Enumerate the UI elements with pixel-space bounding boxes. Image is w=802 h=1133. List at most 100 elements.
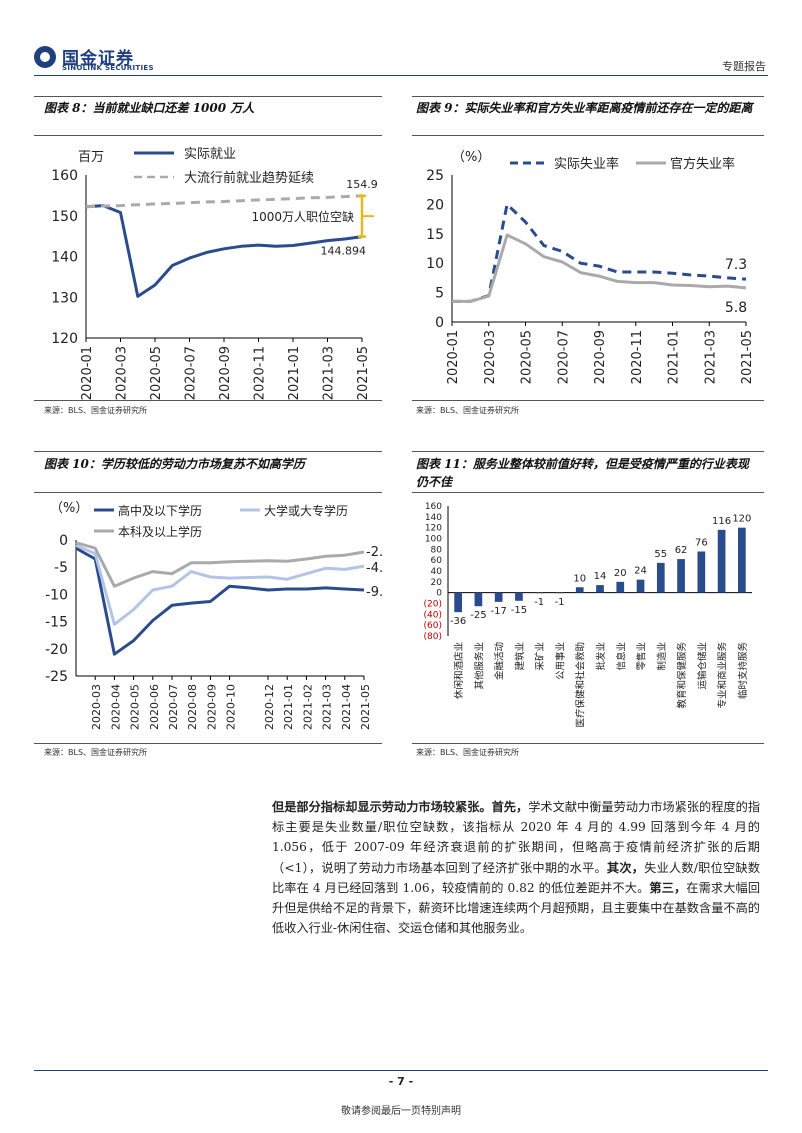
annotation-bottom-value: 144.894 [321, 245, 367, 258]
series-line-1 [75, 546, 365, 656]
x-tick-label: 2020-05 [520, 330, 535, 384]
annotation-end-bot: -9.2 [366, 585, 384, 600]
bar [515, 592, 523, 601]
bar-value-label: 14 [594, 571, 607, 582]
legend-label-1: 实际失业率 [554, 156, 619, 172]
chart10-bottom-rule [34, 743, 382, 744]
bar-value-label: 116 [712, 516, 731, 527]
y-tick-label: 10 [426, 256, 444, 272]
x-tick-label: 2021-04 [340, 684, 353, 730]
series-line-3 [75, 541, 365, 588]
y-unit-label: （%） [452, 150, 490, 165]
annotation-end-top: -2.2 [366, 545, 384, 560]
x-tick-label: 运输仓储业 [696, 642, 708, 690]
bar [636, 579, 645, 593]
chart10-title-rule [34, 492, 382, 493]
body-second: 其次， [606, 860, 645, 875]
y-tick-label: 0 [436, 589, 442, 599]
x-tick-label: 2020-03 [90, 684, 103, 730]
bar-value-label: 76 [695, 538, 708, 549]
x-tick-label: 批发业 [595, 642, 607, 671]
x-tick-label: 2020-10 [225, 684, 238, 730]
bar-value-label: -36 [450, 616, 466, 627]
annotation-end-mid: -4.8 [366, 561, 384, 576]
y-tick-label: -10 [45, 587, 68, 603]
bar-value-label: -1 [534, 597, 544, 608]
page-number: - 7 - [388, 1075, 414, 1088]
y-tick-label: 20 [426, 197, 444, 213]
y-tick-label: 0 [59, 533, 68, 549]
bar-value-label: -15 [511, 605, 527, 616]
chart10-source: 来源：BLS、国金证券研究所 [44, 748, 148, 757]
footer-disclaimer: 敬请参阅最后一页特别声明 [341, 1106, 461, 1117]
x-tick-label: 其他服务业 [473, 642, 485, 690]
chart11-industry-change: 160140120100806040200(20)(40)(60)(80)-36… [424, 502, 752, 728]
body-lead: 但是部分指标却显示劳动力市场较紧张。 [272, 800, 492, 814]
y-tick-label: -20 [45, 642, 68, 658]
x-tick-label: 2020-01 [80, 346, 95, 400]
bar [717, 529, 726, 593]
x-tick-label: 信息业 [615, 642, 627, 671]
legend-label-2: 大学或大专学历 [264, 503, 348, 518]
x-tick-label: 2021-03 [321, 684, 334, 730]
x-tick-label: 公用事业 [554, 642, 566, 680]
chart10-top-rule [34, 451, 382, 452]
body-text-1: 学术文献中衡量劳动力市场紧张的程度的指标主要是失业数量/职位空缺数，该指标从 2… [272, 800, 761, 875]
x-tick-label: 休闲和酒店业 [453, 642, 465, 699]
y-tick-label: 80 [431, 545, 443, 555]
x-tick-label: 专业和商业服务 [717, 642, 729, 709]
bar-value-label: -1 [554, 597, 564, 608]
bar [474, 592, 483, 607]
body-third: 第三， [649, 880, 687, 895]
x-tick-label: 采矿业 [534, 642, 546, 671]
bar [738, 527, 746, 593]
x-tick-label: 2020-08 [186, 684, 199, 730]
chart8-title: 图表 8：当前就业缺口还差 1000 万人 [44, 101, 255, 115]
annotation-gap-label: 1000万人职位空缺 [251, 209, 354, 224]
x-tick-label: 2020-09 [593, 330, 608, 384]
y-unit-label: （%） [50, 501, 88, 516]
y-tick-label: 120 [51, 331, 78, 347]
report-type: 专题报告 [722, 60, 766, 73]
body-first: 首先， [491, 800, 529, 814]
chart10-title: 图表 10：学历较低的劳动力市场复苏不如高学历 [44, 457, 305, 471]
x-tick-label: 2020-04 [109, 684, 122, 730]
bar-value-label: 20 [614, 568, 627, 579]
x-tick-label: 2020-07 [556, 330, 571, 384]
header-rule [34, 75, 768, 76]
x-tick-label: 2021-01 [282, 684, 295, 730]
legend-label-1: 实际就业 [184, 147, 236, 162]
chart9-title-rule [412, 135, 764, 136]
annotation-end-a: 7.3 [725, 257, 747, 273]
body-paragraph: 但是部分指标却显示劳动力市场较紧张。首先，学术文献中衡量劳动力市场紧张的程度的指… [272, 797, 760, 938]
y-tick-label: 130 [51, 290, 78, 306]
chart10-education-employment: 0 -5 -10 -15 -20 -25 2020-03 2020-04 2020-05 2020… [45, 501, 384, 730]
legend-label-1: 高中及以下学历 [118, 503, 202, 518]
y-tick-label: 60 [431, 556, 443, 566]
chart8-bottom-rule [34, 400, 382, 401]
y-tick-label: 5 [435, 286, 444, 302]
x-tick-label: 2020-03 [483, 330, 498, 384]
company-name-cn: 国金证券 [62, 49, 134, 69]
chart11-title-rule [412, 492, 764, 493]
annotation-end-b: 5.8 [725, 300, 747, 316]
chart9-source: 来源：BLS、国金证券研究所 [416, 406, 520, 415]
x-tick-label: 2021-05 [359, 684, 372, 730]
x-tick-label: 金融活动 [494, 642, 506, 680]
bar [697, 551, 706, 593]
y-tick-label: 160 [425, 502, 442, 512]
x-tick-label: 2020-03 [115, 346, 130, 400]
chart9-unemployment-rate: 0 5 10 15 20 25 2020-01 2020-03 2020-05 2020-07 20… [426, 150, 755, 384]
x-tick-label: 制造业 [656, 642, 668, 671]
bar [454, 592, 462, 613]
y-tick-label: -25 [45, 669, 68, 685]
body-text-2: 失业人数/职位空缺数比率在 4 月已经回落到 1.06，较疫情前的 0.82 的… [272, 860, 761, 895]
series-line-2 [75, 544, 365, 626]
x-tick-label: 零售业 [636, 642, 648, 671]
chart9-bottom-rule [412, 400, 764, 401]
y-tick-label: (80) [424, 632, 442, 642]
chart9-title: 图表 9：实际失业率和官方失业率距离疫情前还存在一定的距离 [416, 101, 753, 115]
x-tick-label: 临时支持服务 [737, 642, 749, 700]
company-logo-icon [34, 46, 56, 68]
x-tick-label: 教育和保健服务 [676, 642, 688, 709]
